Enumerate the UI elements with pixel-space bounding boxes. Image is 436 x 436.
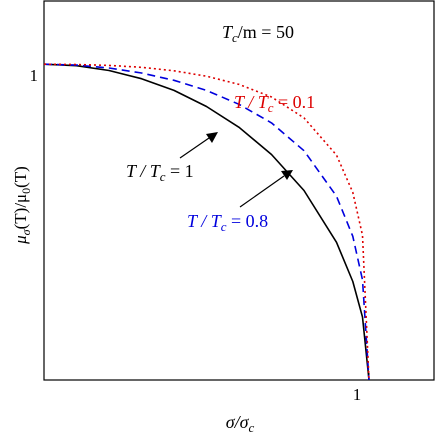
series-line-0: [43, 63, 370, 381]
x-tick-label: 1: [353, 385, 362, 404]
x-axis-label: σ/σc: [226, 412, 255, 435]
arrow-to-t-1: [179, 132, 218, 159]
series-line-2: [43, 63, 370, 381]
plot-frame: [43, 0, 435, 381]
series-label-t-0-1: T / Tc = 0.1: [234, 92, 315, 115]
series-label-t-0-8: T / Tc = 0.8: [187, 211, 268, 234]
y-tick-label: 1: [30, 66, 39, 85]
curves: [43, 63, 370, 381]
series-label-t-1: T / Tc = 1: [126, 161, 194, 184]
annotation-tc-over-m: Tc/m = 50: [222, 22, 294, 45]
series-line-1: [43, 63, 370, 381]
arrow-to-t-0-8: [239, 170, 293, 208]
y-axis-label: μσ(T)/μ0(T): [11, 166, 33, 245]
